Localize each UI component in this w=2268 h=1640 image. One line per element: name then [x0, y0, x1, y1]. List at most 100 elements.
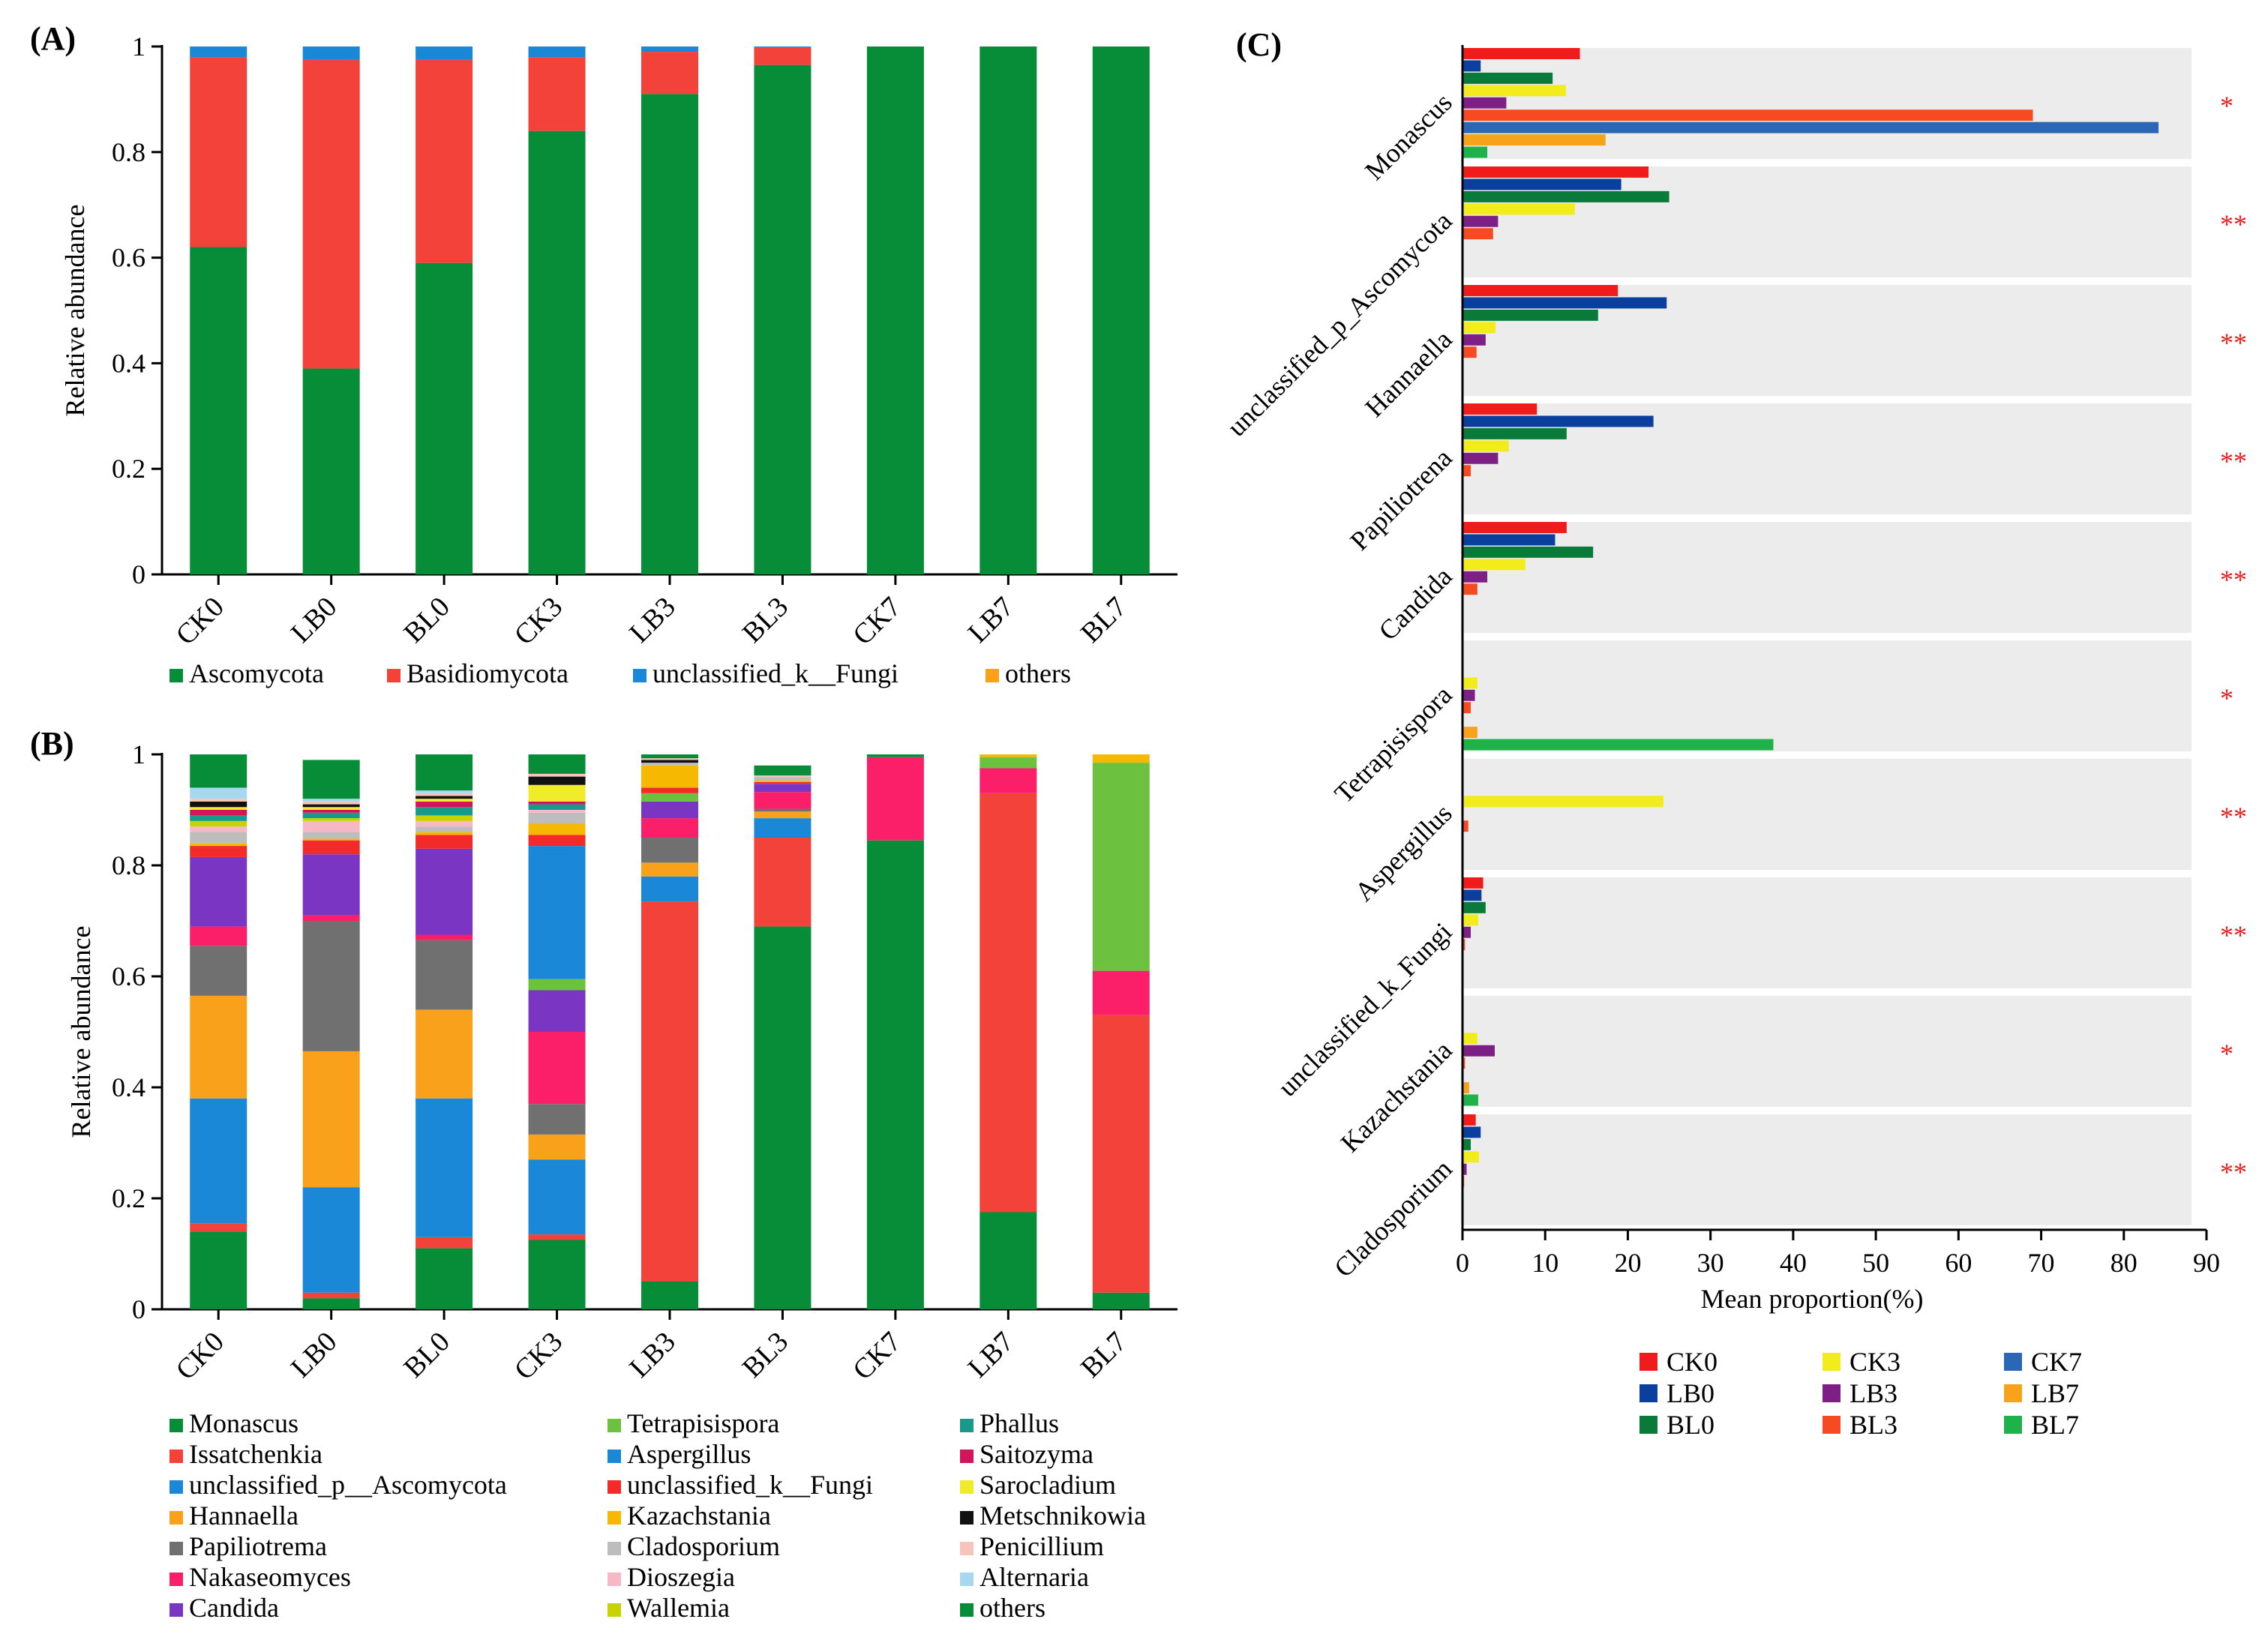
y-tick-label: 0.2 — [112, 454, 146, 484]
bar-unclassified-k-fungi-ck3 — [528, 46, 586, 58]
bar-tetrapisispora-lb3 — [641, 793, 698, 802]
bar-lb3-tetrapisispora — [1462, 689, 1475, 701]
legend-label: Basidiomycota — [406, 658, 568, 688]
bar-unclassified-p-ascomycota-ck3 — [528, 1159, 586, 1235]
bar-lb3-unclassified-p-ascomycota — [1462, 215, 1498, 227]
x-tick-label: LB7 — [962, 591, 1020, 649]
x-tick-label: CK7 — [847, 1326, 907, 1386]
legend-label: Nakaseomyces — [189, 1562, 351, 1592]
legend-swatch — [608, 1511, 621, 1525]
bar-issatchenkia-ck0 — [190, 1223, 248, 1232]
legend-swatch — [986, 669, 999, 682]
legend-swatch — [2004, 1384, 2022, 1402]
legend-swatch — [170, 1603, 183, 1617]
legend-label: Dioszegia — [627, 1562, 735, 1592]
bar-unclassified-k-fungi-lb0 — [302, 46, 360, 60]
x-tick-label: LB0 — [285, 1326, 343, 1384]
bar-lb3-candida — [1462, 571, 1488, 583]
panel-label: (B) — [30, 725, 74, 762]
bar-ascomycota-ck3 — [528, 130, 586, 574]
bar-basidiomycota-ck0 — [190, 57, 248, 247]
band-cladosporium — [1462, 1114, 2192, 1225]
bar-ck0-cladosporium — [1462, 1114, 1476, 1126]
bar-monascus-bl3 — [754, 926, 812, 1309]
bar-metschnikowia-ck3 — [528, 776, 586, 785]
bar-others-ck0 — [190, 754, 248, 788]
bar-ck3-unclassified-k-fungi — [1462, 914, 1478, 926]
bar-issatchenkia-lb7 — [980, 793, 1037, 1213]
legend-swatch — [1640, 1384, 1658, 1402]
x-tick-label: CK0 — [170, 591, 230, 651]
legend-label: Tetrapisispora — [627, 1408, 779, 1438]
bar-nakaseomyces-bl0 — [416, 934, 473, 940]
bar-kazachstania-bl3 — [754, 780, 812, 782]
legend-label: unclassified_k__Fungi — [652, 658, 898, 688]
bar-kazachstania-bl7 — [1092, 754, 1150, 763]
bar-ck0-unclassified-k-fungi — [1462, 877, 1484, 889]
y-tick-label: 0.4 — [112, 348, 146, 378]
x-tick-label: CK3 — [508, 1326, 568, 1386]
category-label: Hannaella — [1359, 324, 1457, 422]
bar-monascus-ck3 — [528, 1240, 586, 1309]
bar-unclassified-k-fungi-ck0 — [190, 846, 248, 857]
bar-ck0-hannaella — [1462, 285, 1618, 296]
bar-ck3-unclassified-p-ascomycota — [1462, 203, 1575, 215]
bar-bl0-papiliotrena — [1462, 427, 1567, 439]
bar-monascus-ck7 — [866, 840, 924, 1309]
bar-issatchenkia-bl0 — [416, 1237, 473, 1249]
bar-kazachstania-lb7 — [980, 754, 1037, 757]
legend-swatch — [960, 1573, 974, 1586]
panel-a: (A) 0 0.2 0.4 0.6 0.8 1 Relative abundance CK0 LB… — [30, 20, 1178, 688]
x-tick-label: BL0 — [398, 591, 455, 649]
bar-tetrapisispora-ck3 — [528, 979, 586, 991]
legend-label: Cladosporium — [627, 1531, 780, 1561]
bar-saitozyma-ck3 — [528, 801, 586, 805]
bar-lb0-unclassified-p-ascomycota — [1462, 178, 1622, 190]
bar-saitozyma-lb0 — [302, 810, 360, 813]
bar-cladosporium-lb3 — [641, 763, 698, 766]
legend-swatch — [170, 1573, 183, 1586]
bar-penicillium-ck3 — [528, 773, 586, 777]
x-tick-label: BL3 — [736, 1326, 794, 1384]
bar-sarocladium-ck0 — [190, 807, 248, 810]
y-tick-label: 0 — [132, 559, 146, 589]
bar-kazachstania-lb0 — [302, 838, 360, 841]
legend-swatch — [1640, 1353, 1658, 1371]
legend-label: Phallus — [980, 1408, 1059, 1438]
bar-ck0-candida — [1462, 522, 1567, 533]
x-tick-label: 20 — [1614, 1248, 1641, 1278]
bar-ascomycota-lb7 — [980, 46, 1037, 574]
legend-swatch — [960, 1419, 974, 1432]
bar-unclassified-k-fungi-ck3 — [528, 835, 586, 847]
bar-ck3-monascus — [1462, 85, 1566, 97]
significance-marker: ** — [2220, 328, 2247, 358]
bar-penicillium-lb0 — [302, 801, 360, 805]
legend-swatch — [170, 1450, 183, 1463]
bar-bl0-unclassified-k-fungi — [1462, 901, 1486, 913]
legend-swatch — [960, 1480, 974, 1494]
legend-label: BL3 — [1850, 1410, 1898, 1440]
bar-ck0-papiliotrena — [1462, 403, 1538, 415]
significance-marker: ** — [2220, 920, 2247, 950]
bar-monascus-bl0 — [416, 1248, 473, 1309]
bar-bl3-monascus — [1462, 109, 2033, 121]
bar-aspergillus-ck3 — [528, 846, 586, 979]
bar-sarocladium-bl0 — [416, 799, 473, 802]
bar-papiliotrema-bl3 — [754, 808, 812, 812]
legend-label: CK3 — [1850, 1347, 1900, 1377]
y-tick-label: 0.8 — [112, 850, 146, 880]
legend-swatch — [387, 669, 400, 682]
legend-swatch — [608, 1603, 621, 1617]
bar-monascus-lb3 — [641, 1282, 698, 1309]
x-tick-label: CK3 — [508, 591, 568, 651]
legend-swatch — [608, 1542, 621, 1555]
y-tick-label: 0.4 — [112, 1072, 146, 1102]
legend-swatch — [170, 1542, 183, 1555]
legend-swatch — [608, 1450, 621, 1463]
bar-monascus-lb7 — [980, 1212, 1037, 1309]
category-label: Tetrapisispora — [1329, 679, 1458, 808]
bar-ck3-aspergillus — [1462, 796, 1664, 808]
bar-lb3-hannaella — [1462, 334, 1486, 346]
bar-candida-lb0 — [302, 854, 360, 916]
band-tetrapisispora — [1462, 640, 2192, 751]
